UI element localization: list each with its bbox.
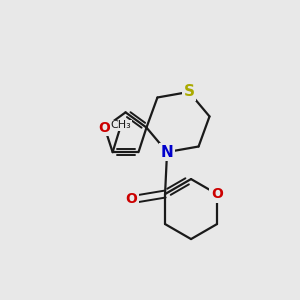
Text: S: S (183, 84, 194, 99)
Text: O: O (211, 187, 223, 201)
Text: O: O (99, 121, 111, 135)
Text: O: O (125, 192, 137, 206)
Text: CH₃: CH₃ (110, 120, 131, 130)
Text: N: N (161, 145, 173, 160)
